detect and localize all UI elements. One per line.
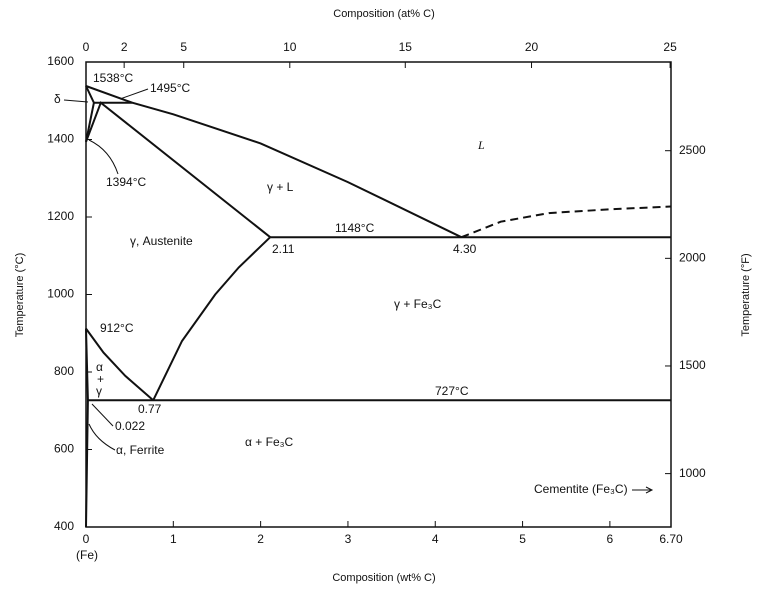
phase-boundary [85, 85, 462, 239]
label: 0.77 [138, 402, 162, 416]
x-tick-label: 3 [345, 532, 352, 546]
label: 1148°C [335, 221, 375, 235]
label: 727°C [435, 384, 469, 398]
plot-frame [85, 61, 672, 528]
phase-boundary [85, 101, 271, 238]
y-tick-label: 1400 [47, 132, 74, 146]
x2-tick-label: 20 [525, 40, 539, 54]
label: 4.30 [453, 242, 477, 256]
y2-tick-label: 1000 [679, 466, 706, 480]
label: Cementite (Fe₃C) [534, 482, 628, 496]
label: 912°C [100, 321, 134, 335]
y-tick-label: 1000 [47, 287, 74, 301]
x2-tick-label: 15 [399, 40, 413, 54]
x-tick-label: 6 [607, 532, 614, 546]
label: δ [54, 92, 61, 106]
label: α + Fe₃C [245, 435, 294, 449]
x-tick-label: 6.70 [659, 532, 683, 546]
bottom-axis-title: Composition (wt% C) [332, 572, 435, 584]
y-tick-label: 600 [54, 442, 74, 456]
y-tick-label: 800 [54, 364, 74, 378]
phase-boundary [85, 85, 95, 142]
x2-tick-label: 0 [83, 40, 90, 54]
x2-tick-label: 2 [121, 40, 128, 54]
label: L [477, 138, 485, 152]
label: γ + L [267, 180, 294, 194]
label: γ + Fe₃C [394, 297, 442, 311]
label: 1538°C [93, 71, 133, 85]
label: γ [96, 384, 102, 398]
arrow [119, 88, 149, 100]
x-tick-label: 1 [170, 532, 177, 546]
y2-tick-label: 2000 [679, 251, 706, 265]
left-axis-title: Temperature (°C) [14, 253, 26, 337]
y2-tick-label: 1500 [679, 358, 706, 372]
label: 1394°C [106, 175, 146, 189]
y-tick-label: 400 [54, 519, 74, 533]
label: 2.11 [272, 242, 295, 256]
label: 0.022 [115, 419, 145, 433]
arrow [632, 486, 654, 494]
top-axis-title: Composition (at% C) [333, 8, 434, 20]
x-tick-label: 0 [83, 532, 90, 546]
arrow [88, 139, 119, 175]
x2-tick-label: 10 [283, 40, 297, 54]
annotations: 1538°C 1495°C δ 1394°C L γ + L 1148°C γ,… [54, 71, 654, 562]
y2-tick-label: 2500 [679, 143, 706, 157]
arrow [91, 403, 114, 427]
label: (Fe) [76, 548, 98, 562]
x-tick-label: 4 [432, 532, 439, 546]
arrow [88, 423, 116, 451]
right-axis-title: Temperature (°F) [740, 253, 752, 336]
arrow [63, 99, 89, 103]
x2-tick-label: 25 [663, 40, 677, 54]
label: 1495°C [150, 81, 190, 95]
phase-boundary [85, 328, 154, 402]
y-tick-label: 1200 [47, 209, 74, 223]
label: + [97, 372, 104, 386]
y-tick-label: 1600 [47, 54, 74, 68]
x-tick-label: 5 [519, 532, 526, 546]
x-tick-label: 2 [257, 532, 264, 546]
x2-tick-label: 5 [180, 40, 187, 54]
label: γ, Austenite [130, 234, 193, 248]
label: α, Ferrite [116, 443, 165, 457]
phase-boundary [461, 205, 672, 239]
label: α [96, 360, 103, 374]
phase-boundary [152, 236, 271, 401]
